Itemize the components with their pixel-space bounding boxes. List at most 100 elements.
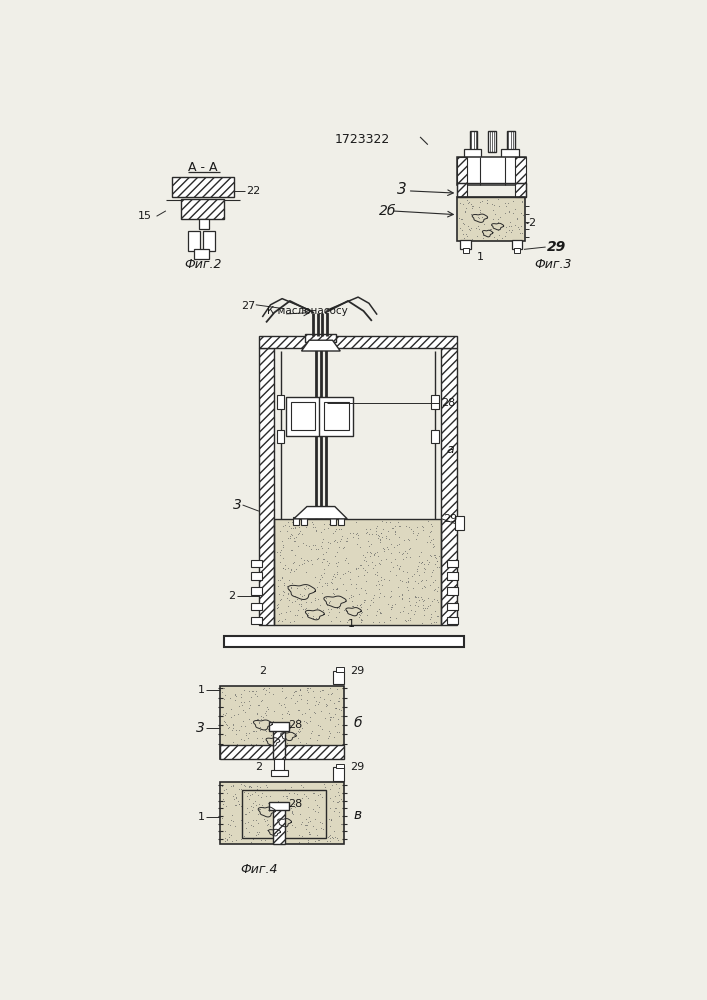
Bar <box>300 517 307 525</box>
Point <box>419 564 430 580</box>
Point <box>280 557 291 573</box>
Point <box>283 514 294 530</box>
Point <box>317 602 329 618</box>
Point <box>375 585 386 601</box>
Point <box>267 818 278 834</box>
Point <box>355 612 366 628</box>
Text: 2: 2 <box>259 666 267 676</box>
Point <box>285 564 296 580</box>
Text: 22: 22 <box>246 186 260 196</box>
Point <box>279 812 290 828</box>
Point <box>286 579 297 595</box>
Point <box>238 777 250 793</box>
Point <box>286 741 297 757</box>
Point <box>353 530 364 546</box>
Text: Фиг.4: Фиг.4 <box>240 863 278 876</box>
Point <box>243 791 255 807</box>
Point <box>310 802 321 818</box>
Point <box>333 832 344 848</box>
Point <box>373 576 384 592</box>
Bar <box>203 231 216 251</box>
Point <box>220 705 231 721</box>
Point <box>296 556 308 572</box>
Bar <box>431 430 438 443</box>
Point <box>245 697 256 713</box>
Point <box>227 717 238 733</box>
Point <box>237 713 248 729</box>
Point <box>426 548 437 564</box>
Point <box>492 191 503 207</box>
Point <box>231 736 243 752</box>
Point <box>309 697 320 713</box>
Point <box>433 559 445 575</box>
Point <box>240 778 251 794</box>
Point <box>325 711 336 727</box>
Point <box>243 711 255 727</box>
Point <box>264 799 275 815</box>
Bar <box>457 157 526 185</box>
Point <box>393 544 404 560</box>
Point <box>331 681 342 697</box>
Point <box>287 806 298 822</box>
Bar <box>274 519 441 625</box>
Point <box>416 544 427 560</box>
Point <box>263 803 274 819</box>
Point <box>297 814 308 830</box>
Point <box>426 518 438 534</box>
Point <box>331 800 342 816</box>
Point <box>400 574 411 590</box>
Point <box>416 554 428 570</box>
Point <box>429 603 440 619</box>
Point <box>335 791 346 807</box>
Point <box>392 514 404 530</box>
Bar <box>469 131 477 152</box>
Point <box>374 556 385 572</box>
Point <box>317 721 328 737</box>
Point <box>315 797 326 813</box>
Point <box>467 198 479 214</box>
Point <box>281 705 293 721</box>
Point <box>332 784 344 800</box>
Point <box>299 581 310 597</box>
Point <box>245 741 257 757</box>
Point <box>492 231 503 247</box>
Point <box>403 532 414 548</box>
Point <box>373 528 385 544</box>
Point <box>375 552 387 568</box>
Point <box>223 829 235 845</box>
Point <box>315 820 326 836</box>
Point <box>320 698 332 714</box>
Point <box>313 818 325 834</box>
Point <box>242 817 253 833</box>
Point <box>465 220 477 236</box>
Text: 1: 1 <box>477 252 484 262</box>
Point <box>331 581 342 597</box>
Point <box>235 718 247 734</box>
Point <box>293 596 305 612</box>
Point <box>286 804 298 820</box>
Point <box>226 709 237 725</box>
Point <box>238 814 249 830</box>
Point <box>301 552 312 568</box>
Point <box>284 528 296 544</box>
Polygon shape <box>293 507 347 519</box>
Point <box>294 586 305 602</box>
Point <box>404 519 415 535</box>
Point <box>227 777 238 793</box>
Point <box>334 521 345 537</box>
Point <box>283 813 294 829</box>
Point <box>278 787 289 803</box>
Bar <box>514 248 520 253</box>
Point <box>377 577 388 593</box>
Point <box>276 683 288 699</box>
Point <box>364 597 375 613</box>
Point <box>283 581 294 597</box>
Bar <box>273 807 285 844</box>
Point <box>292 711 303 727</box>
Point <box>238 732 250 748</box>
Point <box>235 686 247 702</box>
Point <box>294 826 305 842</box>
Point <box>291 737 303 753</box>
Point <box>311 732 322 748</box>
Point <box>428 614 440 630</box>
